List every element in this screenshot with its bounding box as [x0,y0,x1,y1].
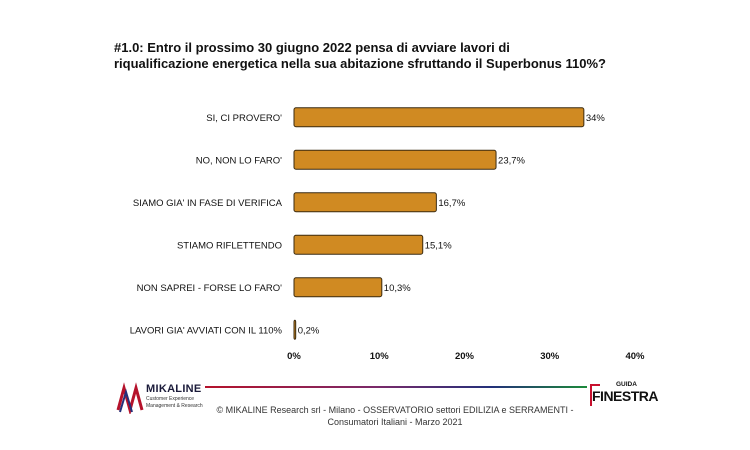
category-label-4: NON SAPREI - FORSE LO FARO' [137,283,283,294]
bar-chart: SI, CI PROVERO' 34% NO, NON LO FARO' 23,7% S… [130,107,645,362]
value-label-0: 34% [586,113,606,124]
category-label-3: STIAMO RIFLETTENDO [177,240,282,251]
bars-layer [293,107,585,340]
x-tick-label-3: 30% [540,351,560,362]
mikaline-tagline-2: Management & Research [146,403,203,409]
mikaline-tagline-1: Customer Experience [146,396,195,402]
guida-finestra-logo: GUIDA FINESTRA [590,381,659,409]
bar-2 [293,192,437,213]
logo-finestra: FINESTRA [592,388,659,404]
category-label-0: SI, CI PROVERO' [206,113,282,124]
chart-title: #1.0: Entro il prossimo 30 giugno 2022 p… [114,40,674,72]
mikaline-wave-icon [116,382,144,414]
value-label-2: 16,7% [438,198,465,209]
value-label-3: 15,1% [425,240,452,251]
bar-3 [293,234,424,255]
labels-layer: SI, CI PROVERO' 34% NO, NON LO FARO' 23,7% S… [130,113,606,337]
category-label-5: LAVORI GIA' AVVIATI CON IL 110% [130,325,283,336]
footer-line-2: Consumatori Italiani - Marzo 2021 [327,417,463,427]
value-label-4: 10,3% [384,283,411,294]
chart-title-line-1: #1.0: Entro il prossimo 30 giugno 2022 p… [114,40,510,55]
x-tick-label-0: 0% [287,351,301,362]
logo-frame-shape [590,384,600,406]
logo-guida: GUIDA [616,381,637,388]
footer-credit: © MIKALINE Research srl - Milano - OSSER… [200,404,590,428]
bar-5 [293,319,297,340]
x-tick-label-1: 10% [370,351,390,362]
bar-1 [293,149,497,170]
mikaline-logo: MIKALINE Customer Experience Management … [116,380,206,420]
bar-0 [293,107,585,128]
bar-4 [293,277,383,298]
value-label-1: 23,7% [498,155,525,166]
value-label-5: 0,2% [298,325,320,336]
category-label-1: NO, NON LO FARO' [196,155,282,166]
x-tick-label-4: 40% [625,351,645,362]
footer-divider [205,386,587,388]
x-axis: 0% 10% 20% 30% 40% [287,351,645,362]
chart-title-line-2: riqualificazione energetica nella sua ab… [114,56,606,71]
category-label-2: SIAMO GIA' IN FASE DI VERIFICA [133,198,283,209]
footer-line-1: © MIKALINE Research srl - Milano - OSSER… [216,405,574,415]
mikaline-brand: MIKALINE [146,383,202,395]
x-tick-label-2: 20% [455,351,475,362]
